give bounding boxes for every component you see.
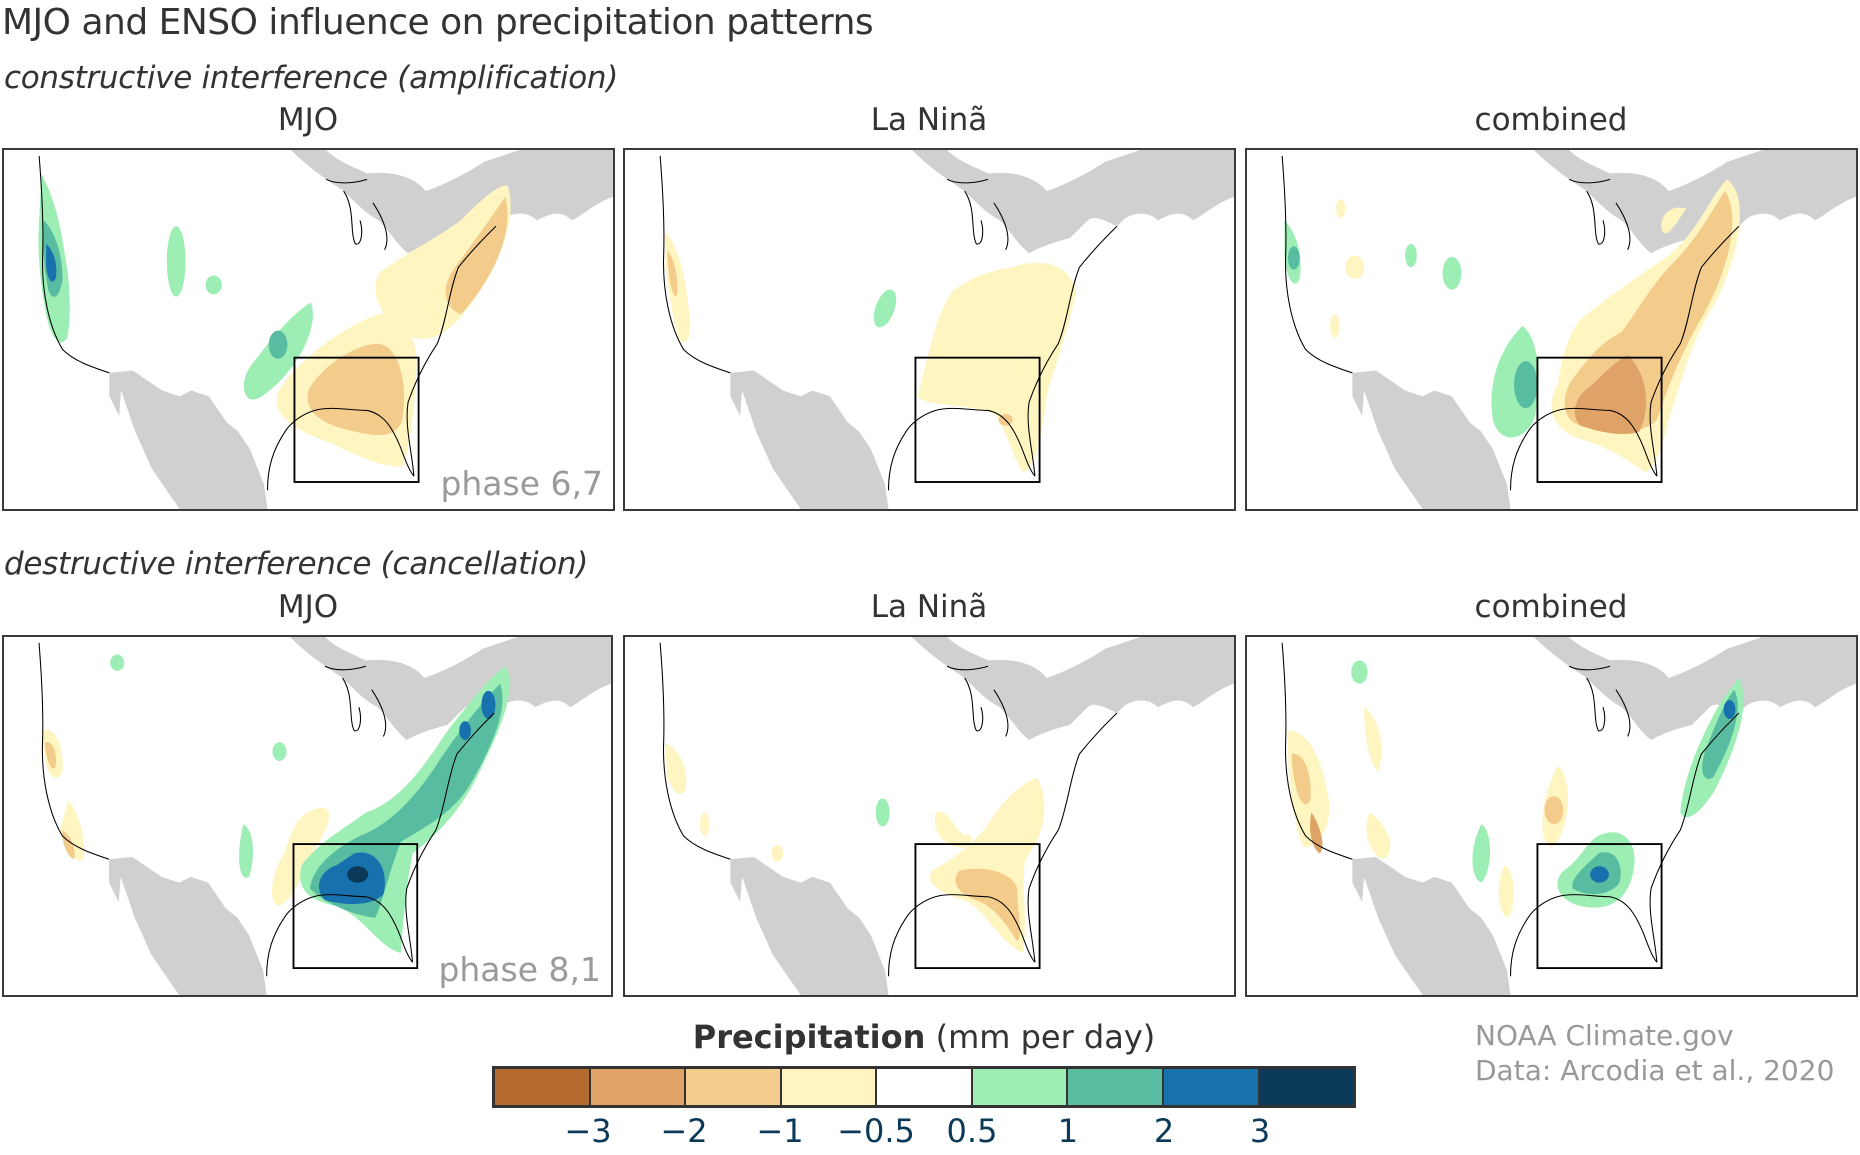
- colorbar-title-units: (mm per day): [925, 1018, 1156, 1056]
- colorbar-tick-label: −1: [756, 1112, 804, 1150]
- map-panel-combined-constructive: [1245, 148, 1858, 511]
- credit-source: NOAA Climate.gov: [1475, 1019, 1734, 1052]
- figure-title: MJO and ENSO influence on precipitation …: [2, 2, 874, 43]
- precipitation-map: [38, 150, 613, 509]
- phase-label: phase 8,1: [438, 950, 601, 989]
- section-heading-constructive: constructive interference (amplification…: [4, 60, 619, 96]
- colorbar-tick-label: −2: [660, 1112, 708, 1150]
- colorbar-swatch: [495, 1069, 591, 1105]
- map-panel-lanina-constructive: [623, 148, 1236, 511]
- precipitation-map: [1281, 637, 1856, 995]
- precipitation-map: [659, 150, 1234, 509]
- map-panel-mjo-destructive: phase 8,1: [2, 635, 613, 997]
- colorbar-swatch: [1068, 1069, 1164, 1105]
- panel-title-mjo-destructive: MJO: [277, 589, 339, 625]
- colorbar-swatch: [781, 1069, 878, 1105]
- panel-title-lanina-destructive: La Ninã: [870, 589, 988, 625]
- panel-title-combined-constructive: combined: [1474, 102, 1628, 138]
- colorbar-tick-label: 2: [1153, 1112, 1175, 1150]
- colorbar-tick-label: −3: [564, 1112, 612, 1150]
- section-heading-destructive: destructive interference (cancellation): [4, 546, 589, 582]
- credit-data: Data: Arcodia et al., 2020: [1475, 1054, 1835, 1087]
- map-panel-combined-destructive: [1245, 635, 1858, 997]
- colorbar-tick-label: −0.5: [837, 1112, 915, 1150]
- phase-label: phase 6,7: [440, 464, 603, 503]
- colorbar-ticks: −3 −2 −1 −0.5 0.5 1 2 3: [492, 1112, 1356, 1152]
- colorbar-swatch: [972, 1069, 1069, 1105]
- colorbar-tick-label: 1: [1057, 1112, 1079, 1150]
- map-panel-mjo-constructive: phase 6,7: [2, 148, 615, 511]
- map-panel-lanina-destructive: [623, 635, 1236, 997]
- colorbar-tick-label: 0.5: [946, 1112, 998, 1150]
- colorbar-swatch: [1163, 1069, 1260, 1105]
- colorbar-title-bold: Precipitation: [692, 1018, 926, 1056]
- panel-title-combined-destructive: combined: [1474, 589, 1628, 625]
- colorbar-swatch: [1259, 1069, 1354, 1105]
- colorbar-swatch: [590, 1069, 687, 1105]
- precipitation-map: [1281, 150, 1856, 509]
- precipitation-map: [38, 637, 611, 995]
- panel-title-lanina-constructive: La Ninã: [870, 102, 988, 138]
- colorbar-swatch: [877, 1069, 973, 1105]
- colorbar-swatch: [686, 1069, 782, 1105]
- panel-title-mjo-constructive: MJO: [277, 102, 339, 138]
- precipitation-map: [659, 637, 1234, 995]
- colorbar: [492, 1066, 1356, 1108]
- colorbar-title: Precipitation (mm per day): [492, 1018, 1356, 1056]
- colorbar-tick-label: 3: [1249, 1112, 1271, 1150]
